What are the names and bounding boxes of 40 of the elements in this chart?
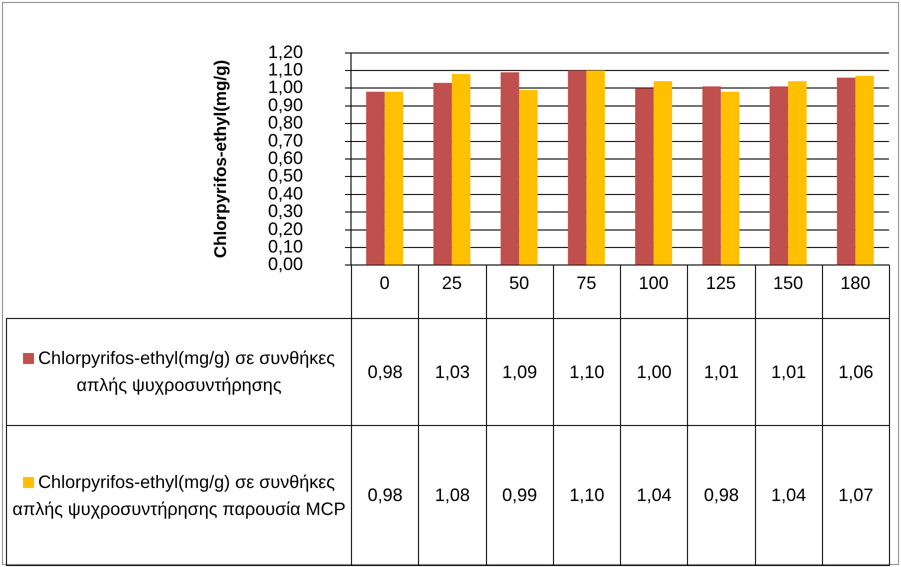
data-label: 1,09 xyxy=(486,318,554,426)
legend-label: Chlorpyrifos-ethyl(mg/g) σε συνθήκες απλής ψυχροσυντήρησης παρουσία MCP xyxy=(12,472,346,518)
x-tick-label: 100 xyxy=(638,272,669,293)
x-tick-label: 25 xyxy=(442,272,462,293)
legend-label: Chlorpyrifos-ethyl(mg/g) σε συνθήκες απλής ψυχροσυντήρησης xyxy=(38,348,335,395)
y-tick-label: 0,10 xyxy=(268,236,303,256)
y-tick-label: 0,80 xyxy=(268,112,303,133)
y-tick-label: 0,60 xyxy=(268,148,303,168)
data-label: 1,01 xyxy=(688,318,755,426)
data-label: 1,03 xyxy=(418,318,486,426)
data-label: 1,04 xyxy=(620,426,688,566)
data-label: 1,00 xyxy=(620,318,688,426)
data-label: 1,06 xyxy=(822,318,890,426)
x-tick-label: 180 xyxy=(840,272,870,293)
data-label: 1,07 xyxy=(822,426,890,566)
y-axis-title: Chlorpyrifos-ethyl(mg/g) xyxy=(210,60,230,258)
y-tick-label: 0,40 xyxy=(268,183,303,204)
data-label: 0,98 xyxy=(688,426,755,566)
x-tick-label: 125 xyxy=(706,272,736,293)
y-tick-label: 1,10 xyxy=(268,59,303,80)
y-tick-label: 0,50 xyxy=(268,166,303,186)
data-label: 1,10 xyxy=(553,426,620,566)
y-tick-label: 0,30 xyxy=(268,201,303,222)
x-tick-label: 75 xyxy=(576,272,596,293)
x-tick-label: 150 xyxy=(773,272,804,293)
y-tick-label: 0,20 xyxy=(268,218,303,239)
y-tick-label: 0,90 xyxy=(268,94,303,115)
data-label: 1,08 xyxy=(418,426,486,566)
data-label: 1,04 xyxy=(755,426,822,566)
data-label: 1,01 xyxy=(755,318,822,426)
y-tick-label: 0,70 xyxy=(268,130,303,150)
data-label: 0,99 xyxy=(486,426,554,566)
data-label: 0,98 xyxy=(352,318,419,426)
data-label: 0,98 xyxy=(352,426,419,566)
y-tick-label: 1,20 xyxy=(268,42,303,62)
y-tick-label: 0,00 xyxy=(268,254,303,274)
x-tick-label: 0 xyxy=(380,272,390,293)
y-tick-label: 1,00 xyxy=(268,77,303,98)
x-tick-label: 50 xyxy=(509,272,530,293)
data-label: 1,10 xyxy=(553,318,620,426)
